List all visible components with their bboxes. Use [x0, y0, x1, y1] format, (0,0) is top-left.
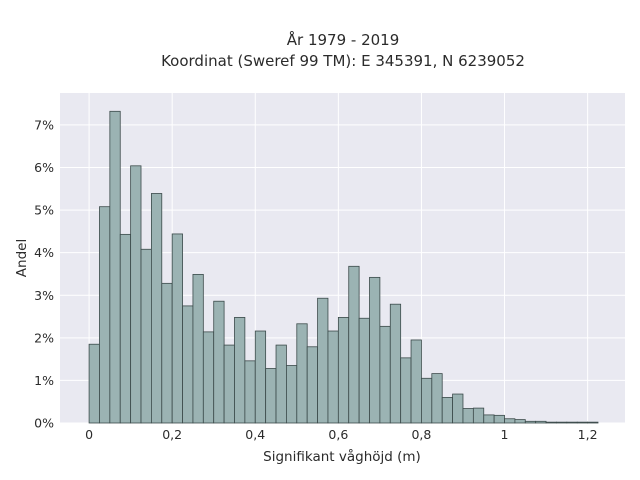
histogram-bar [119, 233, 132, 424]
histogram-bar [431, 373, 443, 424]
y-tick-label: 4% [34, 245, 54, 260]
histogram-bar [483, 414, 495, 424]
histogram-bar [286, 365, 298, 424]
histogram-bar [524, 420, 537, 424]
histogram-bar [327, 330, 339, 424]
y-tick-label: 0% [34, 416, 54, 431]
y-tick-label: 1% [34, 373, 54, 388]
histogram-bar [306, 346, 318, 424]
x-tick-label: 0 [85, 427, 93, 442]
y-tick-label: 2% [34, 330, 54, 345]
histogram-bar [296, 323, 308, 424]
histogram-bar [504, 418, 516, 424]
histogram-bar [358, 317, 370, 424]
histogram-bar [556, 421, 568, 424]
histogram-bar [223, 344, 235, 424]
histogram-bar [317, 297, 329, 424]
histogram-bar [566, 421, 578, 424]
histogram-bar [379, 325, 391, 424]
histogram-bar [213, 300, 225, 424]
histogram-bar [576, 421, 589, 424]
histogram-bar [88, 343, 100, 424]
y-tick-label: 6% [34, 160, 54, 175]
histogram-bar [389, 303, 402, 424]
histogram-bar [348, 265, 360, 424]
x-tick-labels: 0 0,2 0,4 0,6 0,8 1 1,2 [85, 427, 597, 442]
histogram-bar [587, 421, 599, 424]
y-axis-label: Andel [14, 239, 30, 277]
histogram-bar [161, 282, 173, 424]
histogram-bar [130, 165, 142, 424]
histogram-bar [514, 419, 526, 424]
x-tick-label: 0,4 [245, 427, 265, 442]
histogram-bar [244, 360, 256, 424]
histogram-bar [254, 330, 267, 424]
y-tick-labels: 0% 1% 2% 3% 4% 5% 6% 7% [34, 117, 54, 430]
x-tick-label: 1 [501, 427, 509, 442]
histogram-bar [337, 316, 350, 424]
chart-title-line1: År 1979 - 2019 [287, 30, 400, 49]
histogram-bar [535, 420, 547, 424]
x-axis-label: Signifikant våghöjd (m) [263, 448, 421, 465]
histogram-bar [99, 206, 111, 424]
x-tick-label: 0,6 [328, 427, 348, 442]
chart-title-line2: Koordinat (Sweref 99 TM): E 345391, N 62… [161, 52, 525, 70]
x-tick-label: 0,8 [411, 427, 431, 442]
histogram-bar [452, 393, 464, 424]
histogram-bar [400, 357, 412, 424]
y-tick-label: 3% [34, 288, 54, 303]
histogram-bar [421, 377, 433, 424]
x-tick-label: 1,2 [578, 427, 598, 442]
y-tick-label: 7% [34, 117, 54, 132]
histogram-bar [493, 414, 505, 424]
histogram-bar [462, 408, 474, 424]
histogram-bar [275, 344, 287, 424]
x-tick-label: 0,2 [162, 427, 182, 442]
histogram-bar [545, 421, 557, 424]
histogram-bar [410, 339, 422, 424]
histogram-bar [265, 368, 277, 424]
histogram-bar [234, 316, 246, 424]
histogram-bar [441, 397, 453, 424]
histogram-bar [472, 407, 485, 424]
histogram-bar [140, 248, 152, 424]
histogram-bar [109, 110, 121, 424]
histogram-bar [202, 331, 215, 424]
histogram-bar [192, 273, 204, 424]
histogram-bar [182, 305, 194, 424]
bars [88, 110, 599, 424]
histogram-bar [369, 276, 381, 424]
histogram-bar [171, 233, 183, 424]
y-tick-label: 5% [34, 203, 54, 218]
histogram-bar [150, 193, 163, 424]
